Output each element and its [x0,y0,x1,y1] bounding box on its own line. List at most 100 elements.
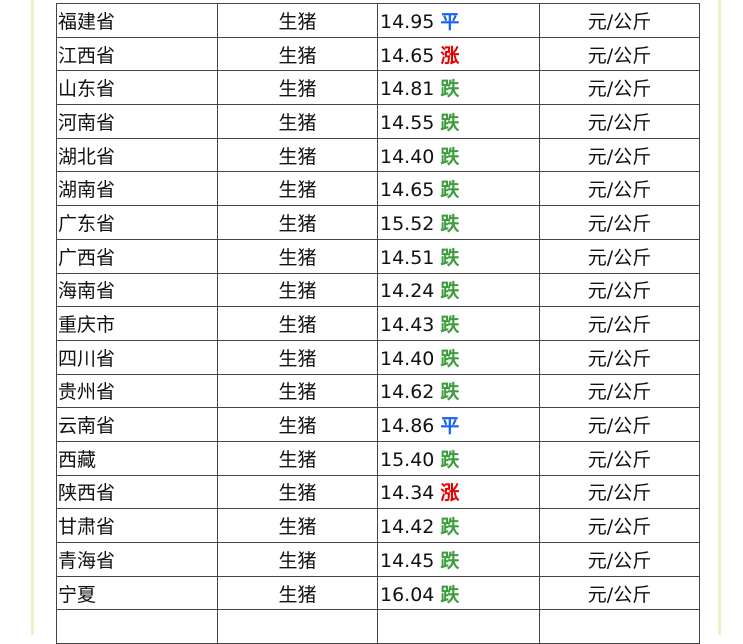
table-row-partial [56,609,700,644]
unit-cell: 元/公斤 [539,474,700,510]
price-cell: 14.62 跌 [377,373,540,409]
trend-label: 跌 [440,549,460,572]
table-row: 西藏 生猪 15.40 跌 元/公斤 [56,440,700,476]
price-cell: 14.40 跌 [377,339,540,375]
region-cell: 海南省 [56,272,218,308]
price-value: 16.04 [380,583,435,606]
product-cell: 生猪 [217,339,378,375]
pig-price-table: 福建省 生猪 14.95 平 元/公斤 江西省 生猪 14.65 涨 元/公斤 山东省 … [56,3,700,644]
table-row: 陕西省 生猪 14.34 涨 元/公斤 [56,474,700,510]
unit-cell: 元/公斤 [539,272,700,308]
table-row: 海南省 生猪 14.24 跌 元/公斤 [56,272,700,308]
unit-cell: 元/公斤 [539,36,700,72]
table-row: 广西省 生猪 14.51 跌 元/公斤 [56,238,700,274]
trend-label: 跌 [440,212,460,235]
region-cell: 陕西省 [56,474,218,510]
unit-cell: 元/公斤 [539,508,700,543]
content-frame [31,0,721,635]
region-cell: 湖南省 [56,171,218,207]
product-cell: 生猪 [217,36,378,72]
price-value: 14.62 [380,381,435,404]
trend-label: 平 [440,10,460,33]
region-cell: 江西省 [56,36,218,72]
region-cell: 福建省 [56,3,218,38]
product-cell: 生猪 [217,508,378,543]
unit-cell: 元/公斤 [539,70,700,106]
product-cell: 生猪 [217,542,378,577]
table-row: 湖南省 生猪 14.65 跌 元/公斤 [56,171,700,207]
region-cell [56,609,218,644]
product-cell: 生猪 [217,373,378,409]
product-cell: 生猪 [217,575,378,611]
trend-label: 跌 [440,145,460,168]
price-cell: 14.51 跌 [377,238,540,274]
price-cell: 14.55 跌 [377,104,540,139]
trend-label: 跌 [440,347,460,370]
region-cell: 贵州省 [56,373,218,409]
price-cell: 14.34 涨 [377,474,540,510]
trend-label: 跌 [440,78,460,101]
table-row: 重庆市 生猪 14.43 跌 元/公斤 [56,306,700,341]
region-cell: 云南省 [56,407,218,442]
table-row: 甘肃省 生猪 14.42 跌 元/公斤 [56,508,700,543]
price-cell: 14.81 跌 [377,70,540,106]
trend-label: 跌 [440,179,460,202]
unit-cell: 元/公斤 [539,104,700,139]
price-value: 14.65 [380,179,435,202]
price-value: 14.43 [380,314,435,337]
price-value: 14.45 [380,549,435,572]
table-row: 福建省 生猪 14.95 平 元/公斤 [56,3,700,38]
trend-label: 跌 [440,246,460,269]
price-value: 14.51 [380,246,435,269]
price-value: 14.55 [380,111,435,134]
price-value: 14.65 [380,44,435,67]
price-value: 15.52 [380,212,435,235]
unit-cell: 元/公斤 [539,171,700,207]
table-row: 宁夏 生猪 16.04 跌 元/公斤 [56,575,700,611]
unit-cell [539,609,700,644]
table-row: 广东省 生猪 15.52 跌 元/公斤 [56,205,700,240]
price-cell: 14.86 平 [377,407,540,442]
table-row: 四川省 生猪 14.40 跌 元/公斤 [56,339,700,375]
unit-cell: 元/公斤 [539,407,700,442]
trend-label: 跌 [440,516,460,539]
product-cell: 生猪 [217,407,378,442]
region-cell: 河南省 [56,104,218,139]
price-cell: 15.40 跌 [377,440,540,476]
price-value: 15.40 [380,448,435,471]
trend-label: 涨 [440,482,460,505]
product-cell: 生猪 [217,474,378,510]
price-value: 14.24 [380,280,435,303]
price-cell: 14.40 跌 [377,137,540,173]
price-cell: 14.65 涨 [377,36,540,72]
unit-cell: 元/公斤 [539,440,700,476]
unit-cell: 元/公斤 [539,373,700,409]
table-row: 云南省 生猪 14.86 平 元/公斤 [56,407,700,442]
price-value: 14.34 [380,482,435,505]
trend-label: 涨 [440,44,460,67]
region-cell: 广东省 [56,205,218,240]
price-cell: 14.65 跌 [377,171,540,207]
table-row: 贵州省 生猪 14.62 跌 元/公斤 [56,373,700,409]
trend-label: 跌 [440,280,460,303]
price-cell [377,609,540,644]
table-row: 青海省 生猪 14.45 跌 元/公斤 [56,542,700,577]
unit-cell: 元/公斤 [539,238,700,274]
unit-cell: 元/公斤 [539,575,700,611]
product-cell: 生猪 [217,171,378,207]
price-value: 14.42 [380,516,435,539]
product-cell: 生猪 [217,306,378,341]
product-cell: 生猪 [217,137,378,173]
region-cell: 山东省 [56,70,218,106]
product-cell: 生猪 [217,70,378,106]
product-cell: 生猪 [217,440,378,476]
region-cell: 甘肃省 [56,508,218,543]
product-cell: 生猪 [217,205,378,240]
unit-cell: 元/公斤 [539,306,700,341]
table-row: 山东省 生猪 14.81 跌 元/公斤 [56,70,700,106]
region-cell: 青海省 [56,542,218,577]
price-value: 14.95 [380,10,435,33]
trend-label: 平 [440,415,460,438]
table-row: 湖北省 生猪 14.40 跌 元/公斤 [56,137,700,173]
trend-label: 跌 [440,314,460,337]
